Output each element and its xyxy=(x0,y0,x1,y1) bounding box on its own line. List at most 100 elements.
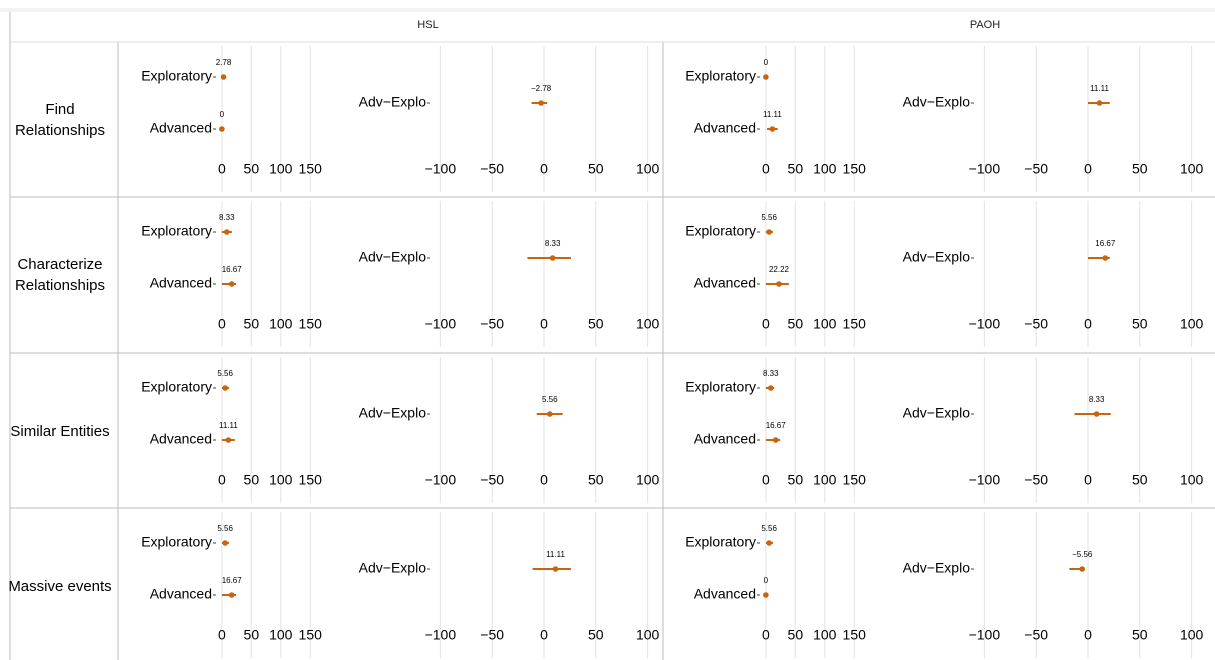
x-tick-label: 0 xyxy=(1084,316,1092,332)
category-label: Exploratory xyxy=(141,534,212,550)
point xyxy=(776,281,782,287)
value-label: 0 xyxy=(764,576,769,585)
value-label: 11.11 xyxy=(219,421,238,430)
category-label: Adv−Explo xyxy=(903,94,971,110)
x-tick-label: 100 xyxy=(1180,316,1204,332)
x-tick-label: −100 xyxy=(425,316,457,332)
value-label: 5.56 xyxy=(542,395,558,404)
point xyxy=(222,540,228,546)
x-tick-label: 50 xyxy=(1132,316,1148,332)
x-tick-label: −50 xyxy=(1024,472,1048,488)
category-label: Adv−Explo xyxy=(359,405,427,421)
x-tick-label: −100 xyxy=(969,161,1001,177)
category-label: Advanced xyxy=(694,431,756,447)
point xyxy=(228,592,235,598)
x-tick-label: 150 xyxy=(843,472,867,488)
x-tick-label: 0 xyxy=(540,316,548,332)
value-label: 16.67 xyxy=(222,265,243,274)
x-tick-label: 100 xyxy=(269,316,293,332)
x-tick-label: 100 xyxy=(813,627,837,643)
x-tick-label: 100 xyxy=(1180,472,1204,488)
value-label: 8.33 xyxy=(763,369,779,378)
point xyxy=(763,74,769,80)
category-label: Advanced xyxy=(150,431,212,447)
x-tick-label: 150 xyxy=(843,316,867,332)
point xyxy=(228,281,235,287)
category-label: Advanced xyxy=(150,586,212,602)
category-label: Advanced xyxy=(694,275,756,291)
x-tick-label: 50 xyxy=(788,472,804,488)
value-label: 11.11 xyxy=(1090,84,1109,93)
point xyxy=(767,385,774,391)
point xyxy=(222,385,228,391)
value-label: 8.33 xyxy=(545,239,561,248)
point xyxy=(766,229,772,235)
x-tick-label: 0 xyxy=(218,472,226,488)
x-tick-label: 0 xyxy=(762,627,770,643)
category-label: Adv−Explo xyxy=(359,249,427,265)
value-label: 2.78 xyxy=(216,58,232,67)
x-tick-label: −100 xyxy=(425,161,457,177)
x-tick-label: 0 xyxy=(218,316,226,332)
x-tick-label: 0 xyxy=(1084,161,1092,177)
category-label: Adv−Explo xyxy=(903,405,971,421)
category-label: Exploratory xyxy=(141,379,212,395)
x-tick-label: 100 xyxy=(813,472,837,488)
point xyxy=(763,592,769,598)
x-tick-label: 100 xyxy=(636,627,660,643)
category-label: Adv−Explo xyxy=(903,249,971,265)
x-tick-label: 150 xyxy=(299,627,323,643)
category-label: Exploratory xyxy=(141,223,212,239)
x-tick-label: −50 xyxy=(480,161,504,177)
point xyxy=(1096,100,1103,106)
x-tick-label: −100 xyxy=(969,316,1001,332)
category-label: Adv−Explo xyxy=(359,560,427,576)
x-tick-label: 150 xyxy=(299,472,323,488)
x-tick-label: 100 xyxy=(636,472,660,488)
value-label: 5.56 xyxy=(217,524,233,533)
x-tick-label: −100 xyxy=(425,472,457,488)
category-label: Advanced xyxy=(694,120,756,136)
x-tick-label: 0 xyxy=(218,161,226,177)
x-tick-label: −50 xyxy=(1024,627,1048,643)
row-label: Massive events xyxy=(8,577,112,595)
x-tick-label: 50 xyxy=(788,627,804,643)
point xyxy=(219,126,225,132)
x-tick-label: 100 xyxy=(269,472,293,488)
point xyxy=(546,411,553,417)
x-tick-label: 50 xyxy=(1132,627,1148,643)
x-tick-label: 50 xyxy=(1132,472,1148,488)
category-label: Exploratory xyxy=(685,379,756,395)
x-tick-label: −50 xyxy=(480,472,504,488)
value-label: −2.78 xyxy=(531,84,552,93)
x-tick-label: 0 xyxy=(540,161,548,177)
value-label: 0 xyxy=(220,110,225,119)
category-label: Exploratory xyxy=(685,223,756,239)
x-tick-label: 0 xyxy=(1084,472,1092,488)
value-label: 11.11 xyxy=(546,550,565,559)
x-tick-label: 0 xyxy=(218,627,226,643)
x-tick-label: 100 xyxy=(813,316,837,332)
x-tick-label: 50 xyxy=(244,472,260,488)
column-label: HSL xyxy=(417,19,439,31)
value-label: 16.67 xyxy=(766,421,787,430)
point xyxy=(225,437,232,443)
value-label: 8.33 xyxy=(219,213,235,222)
value-label: 5.56 xyxy=(761,213,777,222)
point xyxy=(223,229,230,235)
x-tick-label: 100 xyxy=(636,316,660,332)
column-label: PAOH xyxy=(969,19,1001,31)
x-tick-label: 50 xyxy=(588,472,604,488)
category-label: Exploratory xyxy=(685,68,756,84)
x-tick-label: −50 xyxy=(480,627,504,643)
x-tick-label: 0 xyxy=(540,627,548,643)
x-tick-label: 50 xyxy=(1132,161,1148,177)
category-label: Exploratory xyxy=(141,68,212,84)
value-label: 16.67 xyxy=(222,576,243,585)
x-tick-label: 50 xyxy=(244,316,260,332)
x-tick-label: 50 xyxy=(788,316,804,332)
value-label: 8.33 xyxy=(1089,395,1105,404)
header-shadow xyxy=(0,8,1215,12)
